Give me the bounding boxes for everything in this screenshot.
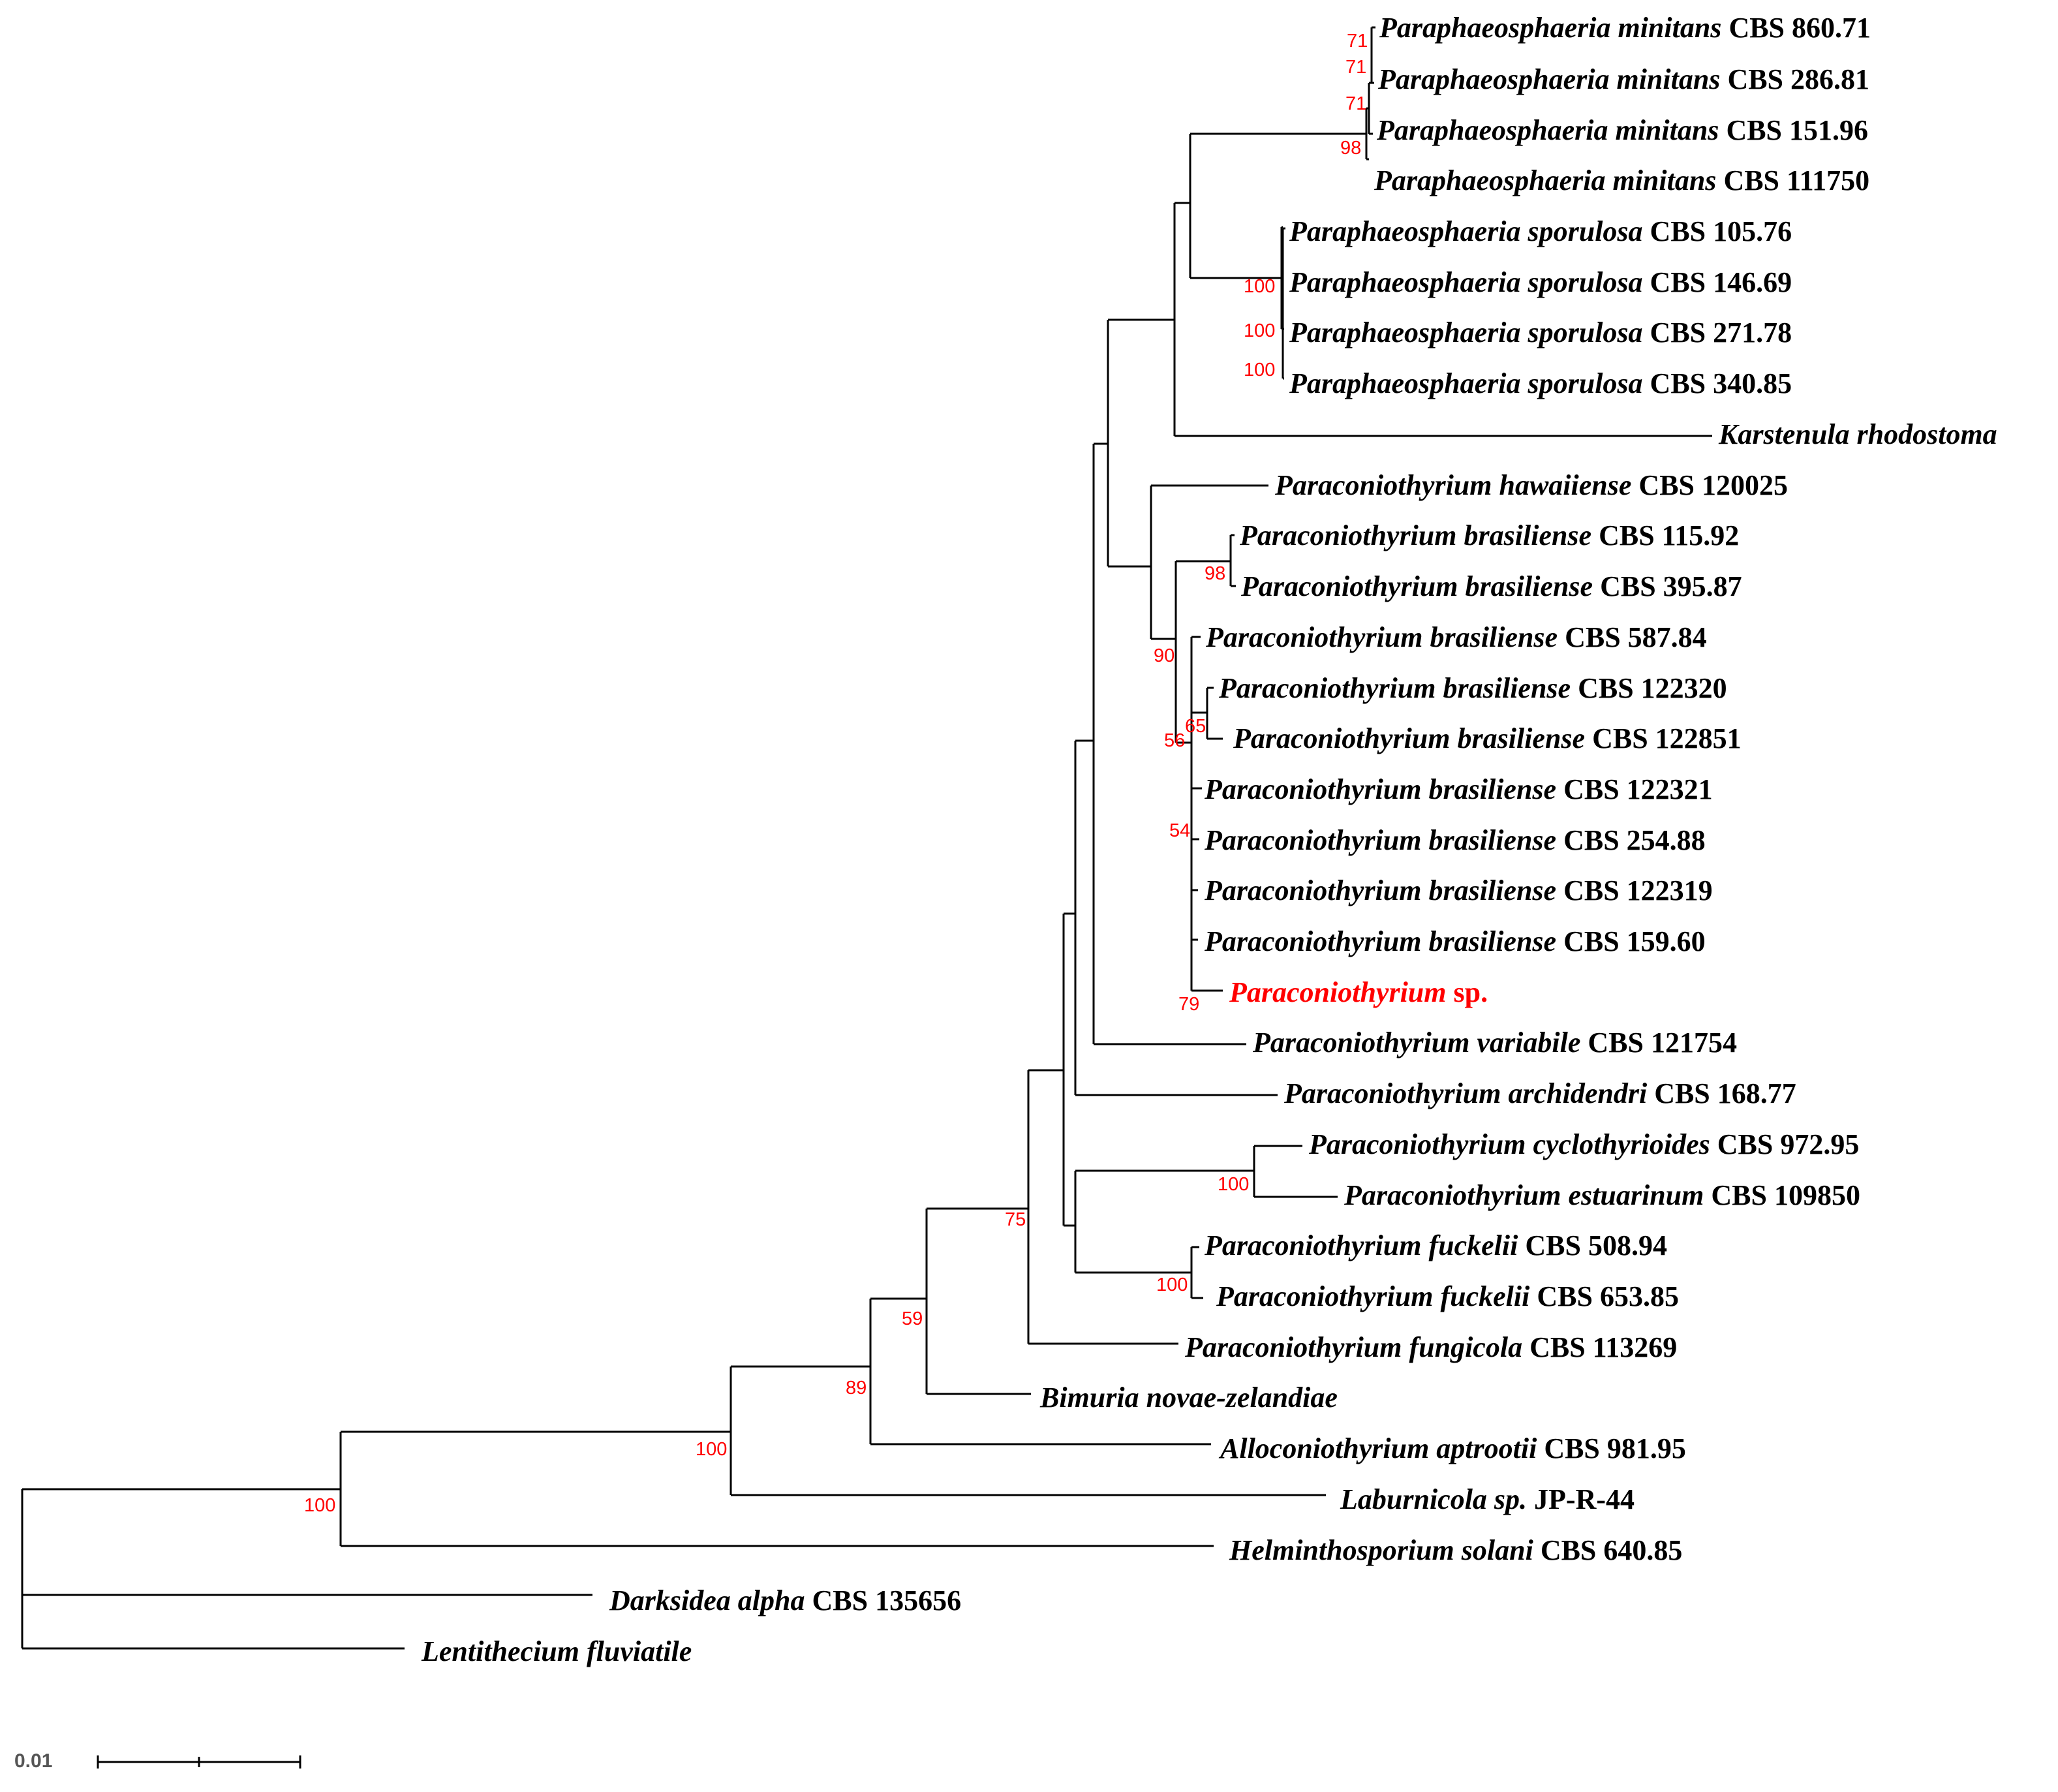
support-value: 100 — [696, 1439, 727, 1460]
support-value: 100 — [1244, 320, 1275, 341]
taxon-label: Paraconiothyrium variabile CBS 121754 — [1252, 1027, 1737, 1058]
support-value: 54 — [1169, 820, 1190, 841]
branches — [21, 26, 1712, 1650]
taxon-label: Paraconiothyrium hawaiiense CBS 120025 — [1274, 469, 1788, 501]
taxon-label: Paraphaeosphaeria minitans CBS 151.96 — [1376, 114, 1868, 146]
taxon-label: Paraphaeosphaeria sporulosa CBS 271.78 — [1289, 317, 1792, 348]
taxon-label: Paraconiothyrium archidendri CBS 168.77 — [1283, 1077, 1796, 1109]
support-value: 71 — [1347, 31, 1368, 52]
taxon-label: Paraconiothyrium cyclothyrioides CBS 972… — [1308, 1128, 1859, 1160]
taxon-label: Paraconiothyrium brasiliense CBS 395.87 — [1240, 570, 1742, 602]
support-value: 79 — [1178, 994, 1199, 1015]
taxon-label: Karstenula rhodostoma — [1718, 418, 1997, 450]
support-value: 98 — [1340, 138, 1361, 159]
support-value: 100 — [1244, 276, 1275, 297]
taxon-label: Lentithecium fluviatile — [421, 1635, 692, 1667]
taxon-label: Paraconiothyrium fuckelii CBS 508.94 — [1204, 1229, 1667, 1261]
support-value: 89 — [846, 1378, 867, 1398]
taxon-label: Helminthosporium solani CBS 640.85 — [1229, 1534, 1682, 1566]
taxon-label: Paraconiothyrium brasiliense CBS 254.88 — [1204, 824, 1706, 856]
taxon-label: Paraphaeosphaeria sporulosa CBS 146.69 — [1289, 266, 1792, 298]
taxon-label: Paraphaeosphaeria minitans CBS 111750 — [1374, 164, 1869, 196]
taxon-label: Alloconiothyrium aptrootii CBS 981.95 — [1218, 1432, 1686, 1464]
taxon-label: Paraconiothyrium brasiliense CBS 159.60 — [1204, 925, 1706, 957]
taxon-label: Paraphaeosphaeria minitans CBS 286.81 — [1377, 63, 1869, 95]
support-value: 98 — [1205, 563, 1225, 584]
taxon-label: Paraconiothyrium brasiliense CBS 122320 — [1218, 672, 1727, 704]
taxon-label: Paraphaeosphaeria sporulosa CBS 105.76 — [1289, 215, 1792, 247]
support-values: 71 71 71 98 100 100 100 98 90 65 56 54 7… — [304, 31, 1368, 1516]
taxon-label: Paraconiothyrium brasiliense CBS 122851 — [1233, 722, 1742, 754]
support-value: 71 — [1345, 57, 1366, 78]
taxon-labels: Paraphaeosphaeria minitans CBS 860.71 Pa… — [421, 12, 1997, 1667]
support-value: 100 — [1218, 1174, 1249, 1195]
scale-bar: 0.01 — [14, 1750, 301, 1772]
support-value: 90 — [1154, 645, 1175, 666]
taxon-label: Laburnicola sp. JP-R-44 — [1340, 1483, 1635, 1515]
support-value: 56 — [1164, 730, 1185, 751]
taxon-label: Paraconiothyrium fungicola CBS 113269 — [1184, 1331, 1677, 1363]
taxon-label: Paraphaeosphaeria sporulosa CBS 340.85 — [1289, 367, 1792, 399]
support-value: 100 — [1156, 1274, 1188, 1295]
support-value: 100 — [304, 1495, 335, 1516]
taxon-label: Bimuria novae-zelandiae — [1039, 1382, 1338, 1414]
taxon-label: Paraconiothyrium brasiliense CBS 587.84 — [1205, 621, 1707, 653]
support-value: 75 — [1005, 1209, 1026, 1230]
taxon-label: Paraconiothyrium brasiliense CBS 122319 — [1204, 874, 1713, 906]
scale-label: 0.01 — [14, 1750, 52, 1772]
support-value: 59 — [902, 1308, 923, 1329]
taxon-label: Paraconiothyrium brasiliense CBS 115.92 — [1239, 519, 1739, 551]
taxon-label: Paraphaeosphaeria minitans CBS 860.71 — [1379, 12, 1871, 44]
support-value: 71 — [1345, 93, 1366, 114]
taxon-label: Darksidea alpha CBS 135656 — [609, 1584, 961, 1616]
taxon-label: Paraconiothyrium estuarinum CBS 109850 — [1344, 1179, 1860, 1211]
taxon-label: Paraconiothyrium brasiliense CBS 122321 — [1204, 773, 1713, 805]
support-value: 65 — [1185, 716, 1206, 737]
taxon-label: Paraconiothyrium fuckelii CBS 653.85 — [1216, 1280, 1679, 1312]
support-value: 100 — [1244, 360, 1275, 380]
taxon-label-highlighted: Paraconiothyrium sp. — [1229, 976, 1488, 1008]
